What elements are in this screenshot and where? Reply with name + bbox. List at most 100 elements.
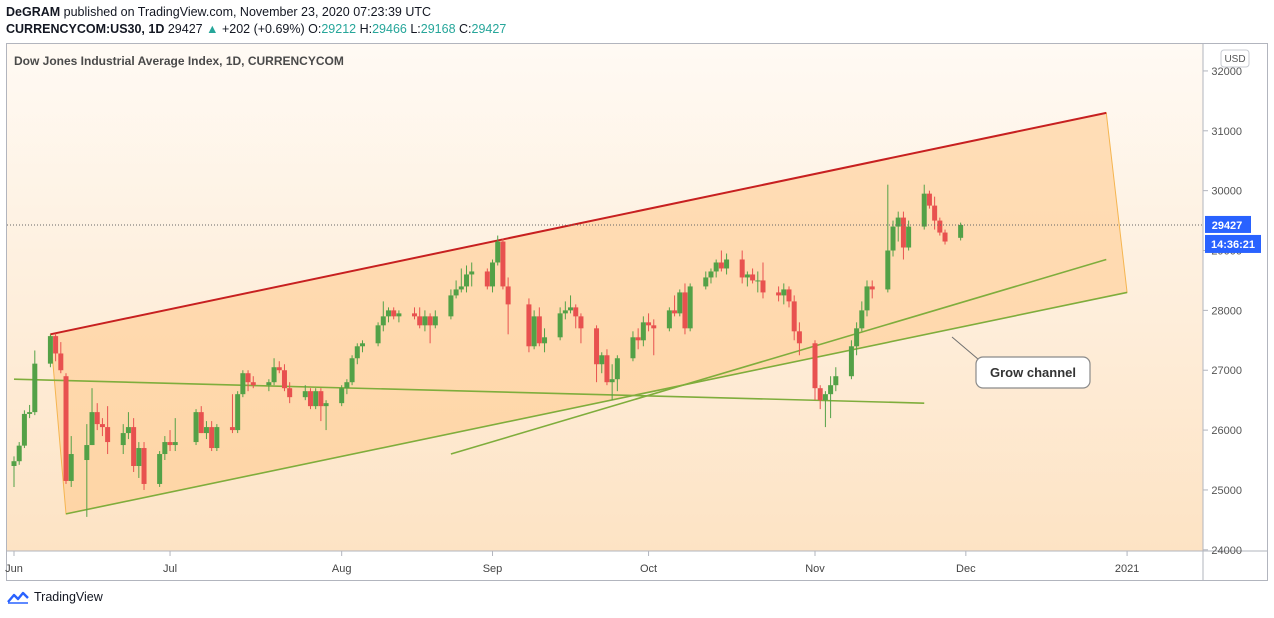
candle-body [276, 367, 282, 371]
candle-body [120, 433, 126, 446]
candle-body [786, 289, 792, 302]
bull-candle [495, 235, 501, 266]
bull-candle [885, 184, 891, 293]
bear-candle [635, 328, 641, 350]
candle-body [490, 262, 496, 287]
candle-body [380, 316, 386, 326]
candle-body [781, 289, 787, 296]
candle-body [198, 412, 204, 434]
bull-candle [531, 310, 537, 350]
candle-body [385, 310, 391, 317]
bull-candle [203, 421, 209, 440]
candle-body [604, 355, 610, 383]
bull-candle [89, 388, 95, 446]
bear-candle [281, 364, 287, 392]
bear-candle [604, 349, 610, 386]
candle-body [391, 310, 397, 317]
candle-body [630, 337, 636, 359]
candle-body [157, 454, 163, 484]
last-price: 29427 [167, 22, 203, 36]
author-name[interactable]: DeGRAM [6, 5, 61, 19]
bear-candle [791, 295, 797, 341]
symbol-label: CURRENCYCOM:US30, 1D [6, 22, 165, 36]
candle-body [578, 316, 584, 329]
grow-channel-callout[interactable]: Grow channel [951, 336, 1091, 389]
bear-candle [209, 421, 215, 452]
candle-body [812, 343, 818, 389]
candle-body [760, 280, 766, 293]
candle-body [94, 412, 100, 425]
bull-candle [890, 220, 896, 257]
bull-candle [708, 268, 714, 284]
high-value: 29466 [372, 22, 407, 36]
chart-frame[interactable] [6, 43, 1268, 581]
bear-candle [427, 313, 433, 344]
candle-body [500, 241, 506, 287]
bull-candle [921, 184, 927, 230]
bull-candle [120, 424, 126, 455]
bull-candle [339, 385, 345, 407]
bull-candle [854, 322, 860, 356]
low-label: L: [410, 22, 421, 36]
candle-body [464, 274, 470, 287]
bear-candle [646, 313, 652, 332]
candle-body [63, 376, 69, 481]
candle-body [307, 391, 313, 407]
candle-body [271, 367, 277, 383]
candle-body [495, 241, 501, 263]
candle-body [344, 382, 350, 389]
x-tick-label: Jul [163, 563, 177, 575]
candle-body [131, 427, 137, 467]
candle-body [412, 313, 417, 317]
bull-candle [47, 334, 53, 368]
candle-body [229, 427, 235, 431]
x-tick-label: Aug [332, 563, 352, 575]
currency-badge-label: USD [1224, 54, 1245, 65]
bull-candle [781, 283, 787, 305]
bull-candle [266, 379, 272, 392]
candle-body [287, 388, 293, 398]
candle-body [713, 262, 719, 272]
bull-candle [640, 316, 646, 347]
candle-body [542, 337, 548, 344]
candle-body [906, 226, 912, 248]
tradingview-brand[interactable]: TradingView [7, 590, 103, 604]
bear-candle [63, 373, 69, 484]
trendlines-layer [13, 111, 1128, 515]
bear-candle [484, 268, 490, 290]
candle-body [354, 346, 360, 359]
x-axis[interactable]: Jun Jul Aug Sep Oct Nov Dec 2021 [5, 551, 1139, 575]
bear-candle [578, 313, 584, 344]
candle-body [427, 316, 433, 326]
bull-candle [469, 262, 475, 287]
bull-candle [557, 307, 563, 341]
bull-candle [713, 259, 719, 278]
candle-body [339, 388, 345, 404]
bull-candle [214, 424, 220, 452]
bear-candle [167, 430, 173, 452]
candle-body [822, 394, 828, 401]
candle-body [682, 292, 688, 329]
y-tick-label: 27000 [1211, 365, 1242, 377]
candle-body [739, 259, 745, 278]
candle-body [817, 388, 823, 401]
y-axis[interactable]: 2400025000260002700028000290003000031000… [1203, 66, 1242, 557]
y-tick-label: 26000 [1211, 425, 1242, 437]
candle-body [900, 217, 906, 248]
x-tick-label: Oct [640, 563, 657, 575]
bull-candle [453, 280, 459, 299]
bear-candle [942, 229, 948, 245]
price-tag: 29427 [1205, 215, 1251, 233]
candle-body [859, 310, 865, 329]
publisher-line: DeGRAM published on TradingView.com, Nov… [6, 5, 431, 19]
callout-label: Grow channel [990, 365, 1076, 380]
change-value: +202 (+0.69%) [221, 22, 305, 36]
bear-candle [573, 304, 579, 329]
bull-candle [162, 436, 168, 461]
candle-body [828, 385, 834, 395]
time-tag: 14:36:21 [1205, 234, 1261, 253]
currency-badge[interactable] [1220, 49, 1250, 68]
bear-candle [932, 196, 938, 230]
candle-body [562, 310, 568, 314]
